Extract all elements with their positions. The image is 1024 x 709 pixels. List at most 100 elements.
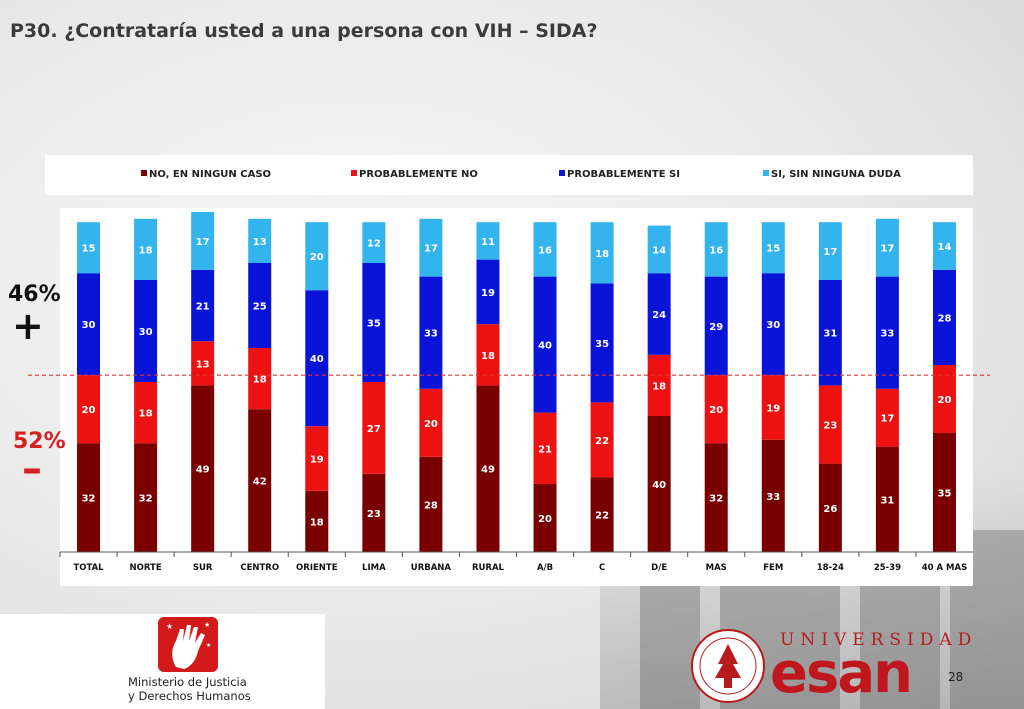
bar-segment: [476, 324, 500, 386]
svg-text:★: ★: [166, 622, 173, 631]
data-label: 32: [82, 494, 96, 505]
data-label: 25: [253, 302, 267, 313]
data-label: 18: [595, 249, 609, 260]
x-tick-label: RURAL: [472, 563, 505, 573]
plus-sign: +: [12, 304, 44, 348]
x-tick-label: LIMA: [362, 563, 386, 573]
bar-segment: [875, 218, 899, 277]
legend-swatch: [763, 170, 769, 176]
x-tick-label: C: [599, 563, 605, 573]
data-label: 19: [766, 404, 780, 415]
bar-segment: [761, 375, 785, 440]
data-label: 18: [253, 375, 267, 386]
bar-segment: [419, 218, 443, 277]
bar-segment: [248, 409, 272, 552]
data-label: 35: [938, 489, 952, 500]
data-label: 16: [538, 245, 552, 256]
data-label: 18: [139, 409, 153, 420]
legend-item-si-sin-ninguna-duda: SI, SIN NINGUNA DUDA: [763, 169, 901, 180]
bar-segment: [647, 225, 671, 274]
data-label: 14: [938, 242, 952, 253]
legend-swatch: [351, 170, 357, 176]
bar-segment: [704, 375, 728, 444]
x-tick-label: 25-39: [874, 563, 901, 573]
legend-swatch: [559, 170, 565, 176]
legend-label: SI, SIN NINGUNA DUDA: [771, 169, 901, 180]
data-label: 18: [310, 517, 324, 528]
bar-segment: [362, 263, 386, 382]
x-tick-label: A/B: [537, 563, 553, 573]
bar-segment: [533, 412, 557, 484]
data-label: 17: [880, 244, 894, 255]
bar-segment: [704, 276, 728, 376]
data-label: 14: [652, 245, 666, 256]
data-label: 49: [481, 465, 495, 476]
bar-segment: [248, 263, 272, 348]
bar-segment: [305, 426, 329, 491]
data-label: 20: [424, 419, 438, 430]
data-label: 15: [766, 244, 780, 255]
bar-segment: [77, 273, 101, 376]
x-tick-label: SUR: [193, 563, 213, 573]
data-label: 22: [595, 511, 609, 522]
bar-segment: [761, 222, 785, 274]
data-label: 17: [196, 237, 210, 248]
x-tick-label: ORIENTE: [296, 563, 338, 573]
x-tick-label: NORTE: [130, 563, 162, 573]
data-label: 20: [82, 405, 96, 416]
data-label: 18: [139, 245, 153, 256]
university-seal-icon: [691, 629, 765, 703]
bar-segment: [590, 477, 614, 552]
data-label: 16: [709, 245, 723, 256]
bar-segment: [134, 443, 158, 552]
negative-total-label: 52%: [13, 429, 66, 454]
data-label: 23: [367, 509, 381, 520]
legend-label: NO, EN NINGUN CASO: [149, 169, 272, 180]
data-label: 40: [652, 480, 666, 491]
positive-total-label: 46%: [8, 282, 61, 307]
legend-swatch: [141, 170, 147, 176]
ministry-line-1: Ministerio de Justicia: [128, 675, 247, 689]
page-number: 28: [948, 670, 964, 684]
data-label: 20: [709, 405, 723, 416]
data-label: 17: [823, 247, 837, 258]
x-tick-label: 18-24: [817, 563, 844, 573]
x-tick-label: D/E: [651, 563, 667, 573]
bar-segment: [248, 348, 272, 410]
bar-segment: [818, 222, 842, 280]
data-label: 40: [310, 354, 324, 365]
bar-segment: [590, 283, 614, 403]
bar-segment: [362, 473, 386, 552]
data-label: 33: [766, 492, 780, 503]
x-tick-label: FEM: [763, 563, 783, 573]
minus-sign: –: [22, 446, 42, 492]
bar-segment: [818, 463, 842, 552]
data-label: 19: [310, 455, 324, 466]
data-label: 31: [880, 495, 894, 506]
bar-segment: [647, 354, 671, 416]
data-label: 28: [938, 313, 952, 324]
bar-segment: [476, 259, 500, 325]
bar-segment: [419, 276, 443, 389]
bar-segment: [77, 222, 101, 274]
data-label: 13: [253, 237, 267, 248]
bar-segment: [191, 269, 215, 342]
bar-segment: [761, 273, 785, 376]
bar-segment: [248, 218, 272, 263]
bar-segment: [932, 433, 956, 552]
bar-segment: [875, 276, 899, 389]
bar-segment: [305, 290, 329, 427]
bar-segment: [77, 443, 101, 552]
data-label: 30: [139, 327, 153, 338]
bar-segment: [818, 385, 842, 464]
legend-item-probablemente-si: PROBABLEMENTE SI: [559, 169, 680, 180]
bar-segment: [533, 276, 557, 413]
bar-segment: [476, 222, 500, 260]
esan-logo: UNIVERSIDAD esan: [690, 628, 971, 708]
university-word: UNIVERSIDAD: [780, 630, 978, 650]
ministry-name: Ministerio de Justicia y Derechos Humano…: [128, 675, 251, 703]
page-title: P30. ¿Contrataría usted a una persona co…: [10, 20, 598, 42]
data-label: 35: [367, 319, 381, 330]
bar-segment: [590, 222, 614, 284]
data-label: 24: [652, 310, 666, 321]
